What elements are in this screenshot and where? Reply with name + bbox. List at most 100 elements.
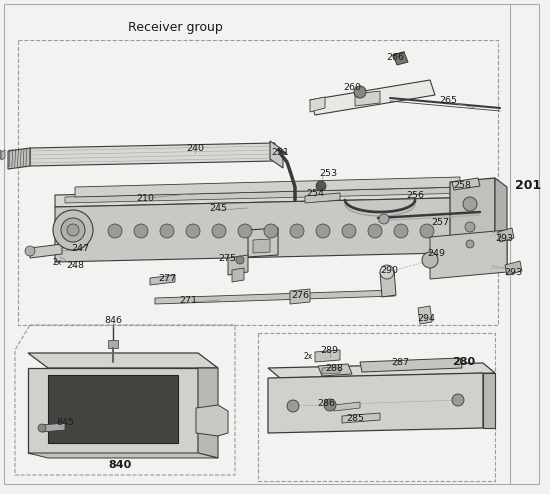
Polygon shape bbox=[232, 268, 244, 282]
Circle shape bbox=[324, 399, 336, 411]
Polygon shape bbox=[270, 141, 283, 168]
Polygon shape bbox=[155, 290, 395, 304]
Text: 201: 201 bbox=[515, 178, 541, 192]
Polygon shape bbox=[253, 239, 270, 253]
Polygon shape bbox=[450, 178, 495, 267]
Text: 294: 294 bbox=[417, 314, 435, 323]
Text: 293: 293 bbox=[504, 267, 522, 277]
Circle shape bbox=[316, 224, 330, 238]
Polygon shape bbox=[380, 270, 396, 297]
Polygon shape bbox=[28, 353, 218, 368]
Circle shape bbox=[354, 86, 366, 98]
Circle shape bbox=[61, 218, 85, 242]
Text: 276: 276 bbox=[291, 290, 309, 299]
Circle shape bbox=[394, 224, 408, 238]
Polygon shape bbox=[75, 177, 460, 197]
Text: 277: 277 bbox=[158, 274, 176, 283]
Text: 247: 247 bbox=[71, 244, 89, 252]
Polygon shape bbox=[290, 289, 310, 304]
Polygon shape bbox=[150, 275, 175, 285]
Circle shape bbox=[264, 224, 278, 238]
Text: 289: 289 bbox=[320, 345, 338, 355]
Circle shape bbox=[134, 224, 148, 238]
Polygon shape bbox=[268, 373, 483, 433]
Polygon shape bbox=[360, 358, 462, 372]
Text: 293: 293 bbox=[495, 234, 513, 243]
Text: 248: 248 bbox=[66, 260, 84, 270]
Polygon shape bbox=[342, 413, 380, 423]
Circle shape bbox=[379, 214, 389, 224]
Circle shape bbox=[236, 256, 244, 264]
Circle shape bbox=[380, 265, 394, 279]
Polygon shape bbox=[505, 261, 522, 275]
Polygon shape bbox=[228, 255, 248, 275]
Text: 288: 288 bbox=[325, 364, 343, 372]
Text: 253: 253 bbox=[319, 168, 337, 177]
Polygon shape bbox=[30, 143, 275, 166]
Circle shape bbox=[186, 224, 200, 238]
Text: 840: 840 bbox=[108, 460, 131, 470]
Text: 254: 254 bbox=[306, 189, 324, 198]
Polygon shape bbox=[48, 375, 178, 443]
Circle shape bbox=[290, 224, 304, 238]
Polygon shape bbox=[42, 423, 65, 432]
Text: 245: 245 bbox=[209, 204, 227, 212]
Text: Receiver group: Receiver group bbox=[128, 22, 222, 35]
Text: 256: 256 bbox=[406, 191, 424, 200]
Circle shape bbox=[108, 224, 122, 238]
Polygon shape bbox=[55, 185, 490, 207]
Circle shape bbox=[452, 394, 464, 406]
Text: 846: 846 bbox=[104, 316, 122, 325]
Text: 257: 257 bbox=[431, 217, 449, 227]
Polygon shape bbox=[8, 148, 30, 169]
Polygon shape bbox=[318, 364, 352, 376]
Circle shape bbox=[238, 224, 252, 238]
Circle shape bbox=[368, 224, 382, 238]
Polygon shape bbox=[495, 178, 507, 272]
Polygon shape bbox=[393, 52, 408, 65]
Text: 2x: 2x bbox=[52, 257, 62, 266]
Polygon shape bbox=[498, 228, 514, 242]
Text: 280: 280 bbox=[453, 357, 476, 367]
Text: 251: 251 bbox=[271, 148, 289, 157]
Circle shape bbox=[25, 246, 35, 256]
Circle shape bbox=[287, 400, 299, 412]
Polygon shape bbox=[28, 453, 218, 458]
Polygon shape bbox=[418, 306, 432, 324]
Text: 266: 266 bbox=[386, 52, 404, 61]
Circle shape bbox=[420, 224, 434, 238]
Circle shape bbox=[466, 240, 474, 248]
Polygon shape bbox=[268, 363, 495, 378]
Circle shape bbox=[422, 252, 438, 268]
Text: 287: 287 bbox=[391, 358, 409, 367]
Polygon shape bbox=[196, 405, 228, 436]
Text: 285: 285 bbox=[346, 413, 364, 422]
Polygon shape bbox=[0, 150, 1, 160]
Text: 258: 258 bbox=[453, 180, 471, 190]
Circle shape bbox=[38, 424, 46, 432]
Circle shape bbox=[342, 224, 356, 238]
Circle shape bbox=[212, 224, 226, 238]
Polygon shape bbox=[452, 178, 480, 190]
Polygon shape bbox=[65, 187, 470, 203]
Polygon shape bbox=[305, 193, 340, 203]
Polygon shape bbox=[355, 91, 380, 106]
Circle shape bbox=[463, 197, 477, 211]
Polygon shape bbox=[108, 340, 118, 348]
Polygon shape bbox=[430, 230, 507, 279]
Text: 2x: 2x bbox=[304, 352, 312, 361]
Circle shape bbox=[465, 222, 475, 232]
Text: 265: 265 bbox=[439, 95, 457, 105]
Circle shape bbox=[53, 210, 93, 250]
Circle shape bbox=[67, 224, 79, 236]
Text: 240: 240 bbox=[186, 143, 204, 153]
Polygon shape bbox=[310, 80, 435, 115]
Text: 286: 286 bbox=[317, 399, 335, 408]
Text: 210: 210 bbox=[136, 194, 154, 203]
Text: 290: 290 bbox=[380, 265, 398, 275]
Polygon shape bbox=[322, 367, 340, 374]
Text: 271: 271 bbox=[179, 295, 197, 304]
Polygon shape bbox=[315, 350, 340, 362]
Text: 845: 845 bbox=[56, 417, 74, 426]
Polygon shape bbox=[1, 150, 5, 160]
